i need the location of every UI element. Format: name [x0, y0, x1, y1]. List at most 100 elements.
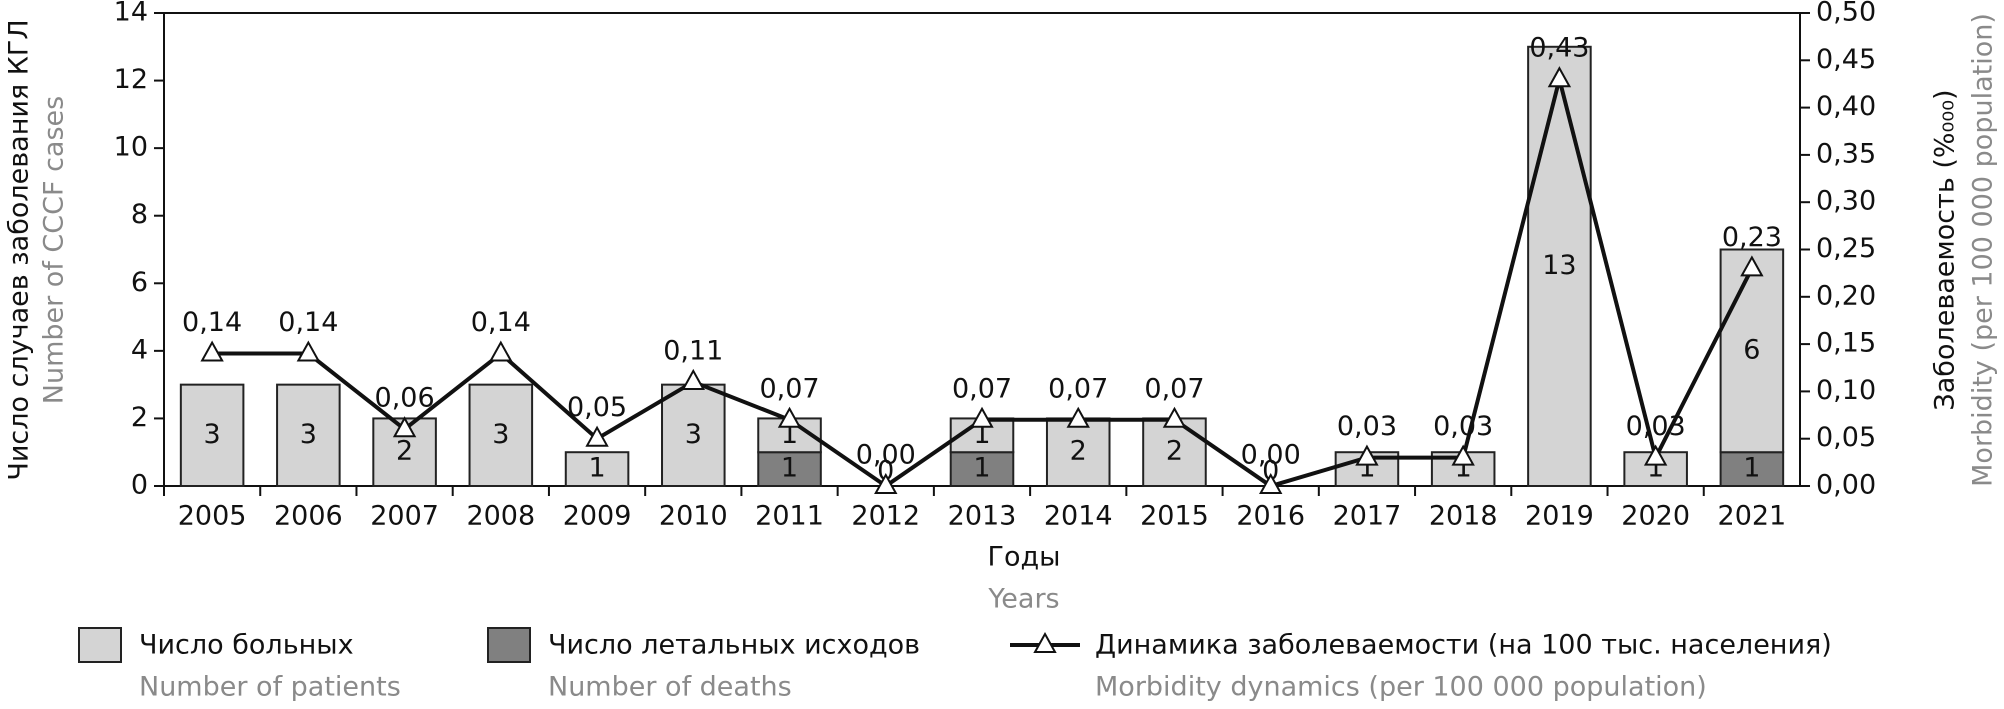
bar-label: 0 [1262, 456, 1279, 487]
y-axis-title-en: Number of CCCF cases [39, 96, 70, 404]
y2-tick-label: 0,15 [1816, 328, 1876, 359]
legend-label-en: Number of deaths [548, 672, 792, 703]
bar-label: 2 [396, 436, 413, 467]
bar-label: 0 [877, 456, 894, 487]
legend-marker [1033, 631, 1057, 653]
legend-label: Число летальных исходов [548, 630, 920, 661]
legend-label: Динамика заболеваемости (на 100 тыс. нас… [1095, 630, 1832, 661]
x-tick-label: 2007 [370, 501, 439, 532]
bar [1719, 248, 1785, 454]
bar-label: 6 [1743, 334, 1760, 365]
y-tick-label: 12 [114, 64, 148, 95]
line-label: 0,00 [1241, 440, 1301, 471]
x-tick-label: 2015 [1140, 501, 1209, 532]
line-label: 0,11 [663, 335, 723, 366]
line-label: 0,07 [1144, 373, 1204, 404]
bar-label: 1 [781, 453, 798, 484]
bar-label: 3 [492, 419, 509, 450]
line-label: 0,05 [567, 392, 627, 423]
y2-tick-label: 0,05 [1816, 422, 1876, 453]
marker [970, 406, 994, 428]
bar-label: 2 [1166, 436, 1183, 467]
line-label: 0,07 [759, 373, 819, 404]
line-label: 0,43 [1529, 33, 1589, 64]
bar [276, 383, 341, 487]
bar [179, 383, 245, 487]
bar [468, 383, 534, 487]
y2-tick-label: 0,40 [1816, 91, 1876, 122]
y2-tick-label: 0,00 [1816, 470, 1876, 501]
bar-label: 13 [1542, 250, 1576, 281]
bar [1045, 417, 1111, 487]
x-tick-label: 2017 [1333, 501, 1402, 532]
marker [392, 416, 417, 438]
marker [1643, 444, 1668, 466]
y-tick-label: 0 [131, 470, 148, 501]
x-tick-label: 2021 [1718, 501, 1787, 532]
line-label: 0,06 [375, 383, 435, 414]
line-label: 0,14 [278, 307, 338, 338]
bar [1142, 417, 1207, 487]
line-label: 0,03 [1433, 411, 1493, 442]
marker [1259, 472, 1283, 494]
bar-label: 3 [204, 419, 221, 450]
y-axis-title: Число случаев заболевания КГЛ [4, 19, 35, 480]
y2-tick-label: 0,10 [1816, 375, 1876, 406]
y-tick-label: 2 [131, 402, 148, 433]
bar-label: 2 [1070, 436, 1087, 467]
marker [489, 340, 513, 362]
bar [1527, 45, 1592, 488]
legend-swatch [78, 627, 122, 663]
y2-tick-label: 0,25 [1816, 233, 1876, 264]
line-label: 0,07 [1048, 373, 1108, 404]
bar-label: 3 [685, 419, 702, 450]
x-tick-label: 2020 [1621, 501, 1690, 532]
line-label: 0,23 [1722, 222, 1782, 253]
bar-label: 1 [1743, 453, 1760, 484]
marker [1355, 444, 1379, 466]
y-tick-label: 14 [114, 0, 148, 28]
y-tick-label: 6 [131, 267, 148, 298]
bar-label: 1 [973, 453, 990, 484]
x-axis-title: Годы [988, 542, 1061, 573]
legend-label-en: Number of patients [139, 672, 401, 703]
x-tick-label: 2012 [851, 501, 920, 532]
line-label: 0,03 [1337, 411, 1397, 442]
y2-axis-title: Заболеваемость (%₀₀₀) [1930, 89, 1961, 410]
marker [874, 472, 898, 494]
bar [564, 451, 630, 488]
marker [681, 368, 705, 390]
line-label: 0,07 [952, 373, 1012, 404]
x-axis-title-en: Years [987, 584, 1059, 615]
y2-tick-label: 0,20 [1816, 280, 1876, 311]
marker [296, 340, 321, 362]
x-tick-label: 2018 [1429, 501, 1498, 532]
x-tick-label: 2011 [755, 501, 824, 532]
y-tick-label: 8 [131, 199, 148, 230]
y-tick-label: 10 [114, 132, 148, 163]
line-label: 0,14 [471, 307, 531, 338]
x-tick-label: 2013 [948, 501, 1017, 532]
x-tick-label: 2009 [563, 501, 632, 532]
legend-label: Число больных [139, 630, 354, 661]
legend-label-en: Morbidity dynamics (per 100 000 populati… [1095, 672, 1707, 703]
y-tick-label: 4 [131, 334, 148, 365]
marker [777, 406, 802, 428]
marker [1162, 406, 1187, 428]
bar-label: 3 [300, 419, 317, 450]
bar [661, 383, 726, 487]
x-tick-label: 2014 [1044, 501, 1113, 532]
x-tick-label: 2019 [1525, 501, 1594, 532]
y2-axis-title-en: Morbidity (per 100 000 population) [1968, 13, 1999, 487]
y2-tick-label: 0,45 [1816, 44, 1876, 75]
bar [1719, 451, 1785, 488]
x-tick-label: 2006 [274, 501, 343, 532]
bar-label: 1 [588, 453, 605, 484]
y2-tick-label: 0,30 [1816, 186, 1876, 217]
line-label: 0,03 [1626, 411, 1686, 442]
marker [1547, 66, 1572, 88]
marker [1066, 406, 1090, 428]
x-tick-label: 2005 [178, 501, 247, 532]
x-tick-label: 2008 [466, 501, 535, 532]
